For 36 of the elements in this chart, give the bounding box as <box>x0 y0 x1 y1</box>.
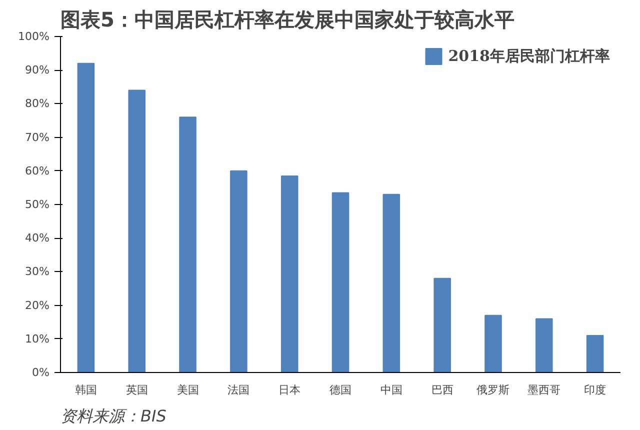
bar <box>332 192 350 372</box>
y-tick-label: 50% <box>25 198 50 211</box>
y-tick-label: 90% <box>25 64 50 77</box>
x-tick-label: 法国 <box>228 384 250 396</box>
x-tick-label: 英国 <box>126 384 148 396</box>
bar <box>535 318 553 372</box>
x-tick-label: 俄罗斯 <box>476 384 510 396</box>
x-tick-label: 韩国 <box>74 384 97 396</box>
bar <box>484 314 502 372</box>
x-tick-label: 德国 <box>330 384 352 396</box>
x-tick-label: 美国 <box>176 384 199 396</box>
y-tick-label: 70% <box>25 130 50 144</box>
y-tick-label: 10% <box>25 332 50 346</box>
bar <box>179 116 196 372</box>
x-tick-label: 巴西 <box>431 384 454 396</box>
bar <box>586 335 604 372</box>
y-tick-label: 40% <box>25 232 50 245</box>
x-tick-label: 印度 <box>584 384 606 396</box>
bar <box>382 194 400 372</box>
y-tick-label: 60% <box>25 164 50 178</box>
y-tick-label: 0% <box>32 366 50 379</box>
legend-label: 2018年居民部门杠杆率 <box>448 46 610 66</box>
text: 资料来源：BIS <box>60 406 166 426</box>
x-tick-label: 墨西哥 <box>528 384 561 396</box>
y-tick-label: 80% <box>25 97 50 110</box>
x-tick-label: 日本 <box>278 384 301 396</box>
bar <box>280 175 298 372</box>
x-tick-label: 中国 <box>380 384 402 396</box>
bar <box>128 90 146 372</box>
bar <box>77 62 95 372</box>
y-tick-label: 100% <box>18 30 50 43</box>
chart-title: 图表5：中国居民杠杆率在发展中国家处于较高水平 <box>60 8 514 32</box>
y-tick-label: 30% <box>25 265 50 278</box>
y-tick-label: 20% <box>25 298 50 312</box>
bar <box>434 278 451 372</box>
bar <box>230 170 248 372</box>
